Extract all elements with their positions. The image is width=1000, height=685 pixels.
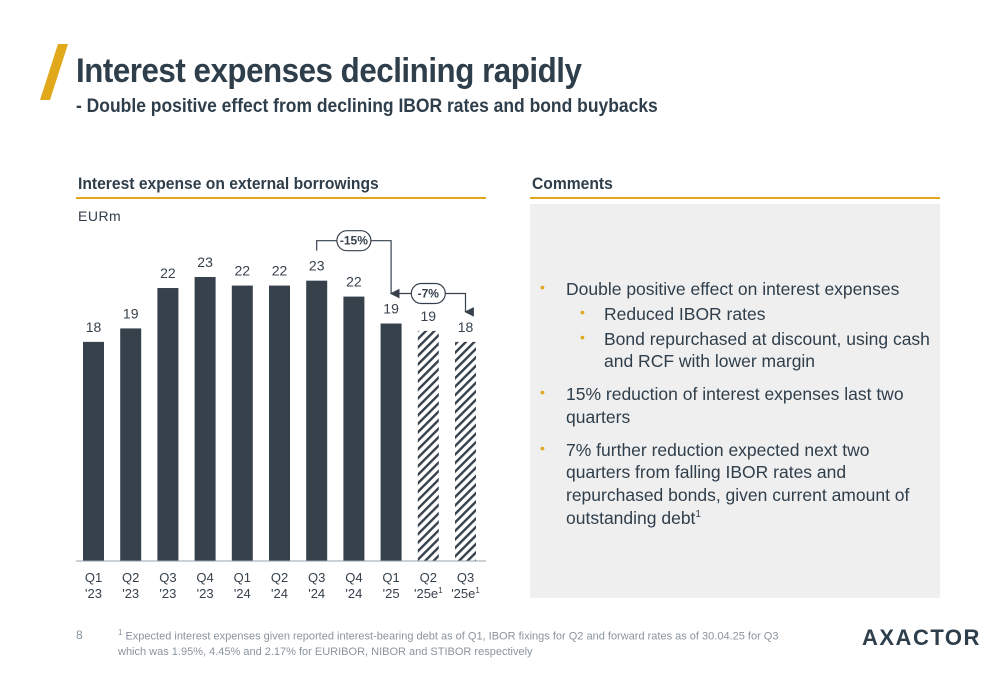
- comment-item: Double positive effect on interest expen…: [540, 278, 930, 373]
- bar-value-label: 19: [383, 301, 399, 317]
- bar-value-label: 22: [346, 274, 362, 290]
- x-tick-label-quarter: Q1: [234, 570, 251, 585]
- change-badge: [410, 282, 446, 305]
- x-tick-label-quarter: Q2: [420, 570, 437, 585]
- x-tick-label-year: '23: [85, 586, 102, 601]
- x-tick-label-year: '23: [122, 586, 139, 601]
- comment-subitem: Reduced IBOR rates: [566, 303, 930, 326]
- bar-value-label: 22: [160, 265, 176, 281]
- comments-section-title: Comments: [532, 174, 613, 193]
- x-tick-label-year: '25e1: [451, 586, 480, 601]
- page-number: 8: [76, 628, 83, 642]
- comment-item: 7% further reduction expected next two q…: [540, 439, 930, 530]
- x-tick-label-quarter: Q2: [271, 570, 288, 585]
- change-badge-label: -15%: [340, 234, 368, 248]
- bar: [269, 285, 290, 561]
- bar-value-label: 23: [309, 258, 325, 274]
- x-tick-label-year: '24: [271, 586, 288, 601]
- x-tick-label-quarter: Q2: [122, 570, 139, 585]
- footnote-ref: 1: [695, 508, 701, 520]
- comment-text: Double positive effect on interest expen…: [566, 279, 900, 299]
- footnote-mark: 1: [118, 628, 123, 637]
- bar-value-label: 19: [421, 308, 437, 324]
- chart-unit-label: EURm: [78, 208, 122, 224]
- footnote-text: Expected interest expenses given reporte…: [118, 630, 779, 658]
- bar-value-label: 22: [235, 263, 251, 279]
- bar: [194, 277, 216, 561]
- x-tick-footnote-mark: 1: [438, 586, 443, 595]
- x-tick-label-quarter: Q1: [382, 570, 399, 585]
- interest-expense-bar-chart: 18Q1'2319Q2'2322Q3'2323Q4'2322Q1'2422Q2'…: [76, 230, 486, 601]
- bar: [455, 341, 476, 561]
- bar: [120, 328, 142, 561]
- footnote: 1 Expected interest expenses given report…: [118, 628, 808, 659]
- comments-list: Double positive effect on interest expen…: [540, 278, 930, 540]
- title-slash-icon: [40, 44, 68, 100]
- comment-sublist: Reduced IBOR rates Bond repurchased at d…: [566, 303, 930, 373]
- bar: [380, 323, 402, 561]
- bar: [306, 280, 328, 561]
- comments-section-divider: [530, 197, 940, 199]
- bar: [83, 341, 104, 561]
- x-tick-label-quarter: Q4: [345, 570, 362, 585]
- x-tick-label-year: '24: [345, 586, 362, 601]
- page-title: Interest expenses declining rapidly: [76, 52, 582, 90]
- x-tick-label-year: '24: [308, 586, 325, 601]
- x-tick-label-year: '23: [197, 586, 214, 601]
- x-tick-label-year: '25e1: [414, 586, 443, 601]
- chart-section-divider: [76, 197, 486, 199]
- x-tick-label-year: '24: [234, 586, 251, 601]
- bar-value-label: 22: [272, 263, 288, 279]
- x-tick-label-quarter: Q3: [457, 570, 474, 585]
- bar: [343, 296, 365, 561]
- bar-value-label: 18: [458, 319, 474, 335]
- bar: [231, 285, 253, 561]
- x-tick-label-quarter: Q1: [85, 570, 102, 585]
- comment-subitem: Bond repurchased at discount, using cash…: [566, 328, 930, 374]
- x-tick-label-year: '23: [159, 586, 176, 601]
- bar: [157, 288, 179, 561]
- axactor-logo: AXACTOR: [862, 625, 981, 650]
- comment-item: 15% reduction of interest expenses last …: [540, 383, 930, 429]
- x-tick-label-quarter: Q4: [196, 570, 213, 585]
- bar-value-label: 23: [197, 254, 213, 270]
- change-badge-label: -7%: [418, 287, 440, 301]
- change-badge: [336, 230, 372, 252]
- page-subtitle: - Double positive effect from declining …: [76, 96, 658, 117]
- chart-section-title: Interest expense on external borrowings: [78, 174, 379, 193]
- bar-value-label: 19: [123, 305, 139, 321]
- x-tick-label-year: '25: [383, 586, 400, 601]
- bar-value-label: 18: [86, 319, 102, 335]
- x-tick-label-quarter: Q3: [159, 570, 176, 585]
- bar: [417, 330, 439, 561]
- x-tick-footnote-mark: 1: [475, 586, 480, 595]
- comment-text: 7% further reduction expected next two q…: [566, 439, 910, 528]
- x-tick-label-quarter: Q3: [308, 570, 325, 585]
